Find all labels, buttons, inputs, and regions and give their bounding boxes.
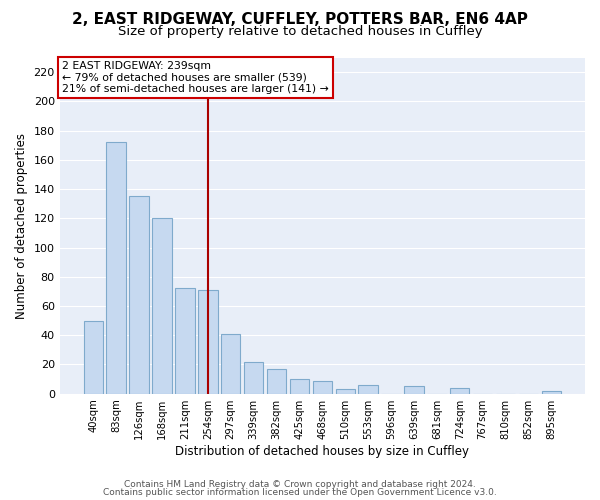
Bar bbox=[542, 391, 561, 394]
Bar bbox=[152, 218, 172, 394]
Bar bbox=[267, 369, 286, 394]
Bar bbox=[106, 142, 126, 394]
Text: Contains public sector information licensed under the Open Government Licence v3: Contains public sector information licen… bbox=[103, 488, 497, 497]
Text: Size of property relative to detached houses in Cuffley: Size of property relative to detached ho… bbox=[118, 25, 482, 38]
Bar bbox=[221, 334, 241, 394]
Y-axis label: Number of detached properties: Number of detached properties bbox=[15, 132, 28, 318]
Bar bbox=[83, 320, 103, 394]
Bar bbox=[313, 380, 332, 394]
Bar bbox=[290, 379, 309, 394]
Bar bbox=[358, 385, 378, 394]
Title: 2, EAST RIDGEWAY, CUFFLEY, POTTERS BAR, EN6 4AP
Size of property relative to det: 2, EAST RIDGEWAY, CUFFLEY, POTTERS BAR, … bbox=[0, 499, 1, 500]
Text: 2 EAST RIDGEWAY: 239sqm
← 79% of detached houses are smaller (539)
21% of semi-d: 2 EAST RIDGEWAY: 239sqm ← 79% of detache… bbox=[62, 61, 329, 94]
X-axis label: Distribution of detached houses by size in Cuffley: Distribution of detached houses by size … bbox=[175, 444, 469, 458]
Text: Contains HM Land Registry data © Crown copyright and database right 2024.: Contains HM Land Registry data © Crown c… bbox=[124, 480, 476, 489]
Bar bbox=[244, 362, 263, 394]
Bar bbox=[450, 388, 469, 394]
Bar bbox=[175, 288, 194, 394]
Bar bbox=[404, 386, 424, 394]
Bar bbox=[335, 390, 355, 394]
Text: 2, EAST RIDGEWAY, CUFFLEY, POTTERS BAR, EN6 4AP: 2, EAST RIDGEWAY, CUFFLEY, POTTERS BAR, … bbox=[72, 12, 528, 28]
Bar bbox=[198, 290, 218, 394]
Bar bbox=[130, 196, 149, 394]
